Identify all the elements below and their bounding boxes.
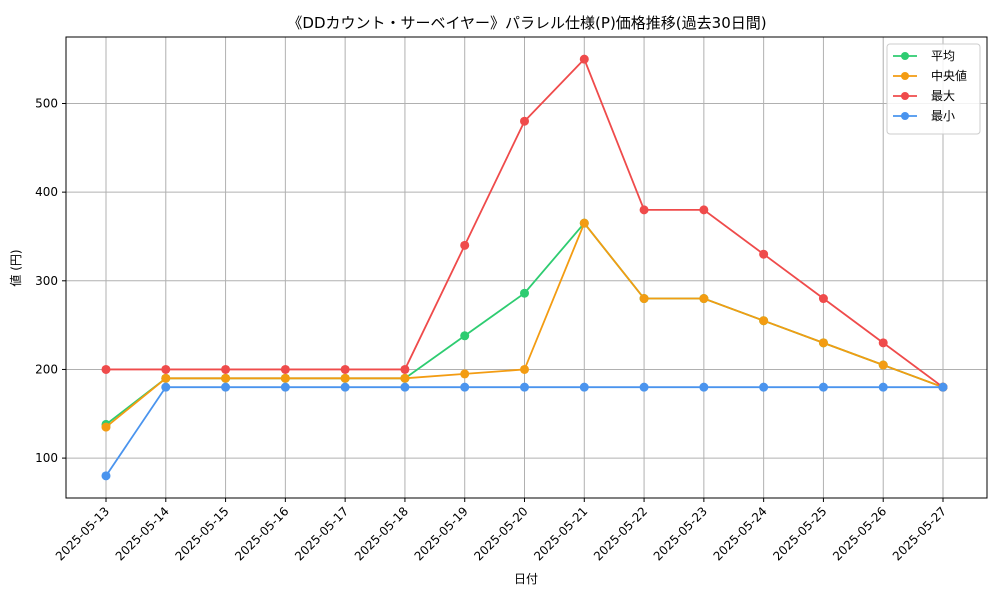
data-point (400, 373, 410, 383)
data-point (639, 382, 649, 392)
data-point (699, 382, 709, 392)
legend-swatch-marker (901, 52, 909, 60)
x-tick-label: 2025-05-26 (830, 504, 889, 563)
data-point (221, 382, 231, 392)
data-point (818, 338, 828, 348)
x-tick-label: 2025-05-23 (651, 504, 710, 563)
data-point (520, 116, 529, 126)
series-1 (101, 218, 948, 432)
data-point (161, 364, 171, 374)
legend-item: 中央値 (893, 68, 967, 83)
data-point (400, 382, 410, 392)
legend-label: 平均 (931, 49, 955, 63)
data-point (520, 382, 529, 392)
data-point (699, 294, 709, 304)
data-point (460, 240, 470, 250)
data-point (878, 338, 888, 348)
y-tick-label: 300 (35, 274, 58, 288)
legend-label: 中央値 (931, 68, 967, 83)
x-tick-label: 2025-05-25 (770, 504, 829, 563)
data-point (340, 382, 350, 392)
legend-swatch-marker (901, 112, 909, 120)
y-axis-label: 値 (円) (8, 249, 23, 286)
x-tick-label: 2025-05-20 (471, 504, 530, 563)
y-axis-ticks: 100 200 300 400 500 (35, 96, 66, 465)
x-tick-label: 2025-05-15 (172, 504, 231, 563)
legend-item: 平均 (893, 49, 955, 63)
data-point (161, 373, 171, 383)
data-point (579, 218, 589, 228)
data-point (759, 316, 769, 326)
x-tick-label: 2025-05-16 (232, 504, 291, 563)
data-point (878, 360, 888, 370)
legend-box (886, 43, 981, 135)
data-point (818, 294, 828, 304)
legend-swatch-marker (901, 92, 909, 100)
x-axis-label: 日付 (514, 572, 538, 586)
data-point (699, 205, 709, 215)
data-point (759, 249, 769, 259)
data-point (280, 364, 290, 374)
data-point (101, 364, 111, 374)
data-point (639, 205, 649, 215)
x-tick-label: 2025-05-19 (412, 504, 471, 563)
data-point (639, 294, 649, 304)
data-point (938, 382, 948, 392)
data-point (221, 364, 231, 374)
data-point (340, 364, 350, 374)
legend-label: 最大 (931, 89, 955, 103)
data-point (340, 373, 350, 383)
data-point (520, 364, 529, 374)
data-point (221, 373, 231, 383)
data-point (579, 54, 589, 64)
data-point (101, 422, 111, 432)
x-tick-label: 2025-05-22 (591, 504, 650, 563)
data-point (460, 382, 470, 392)
x-tick-label: 2025-05-24 (711, 504, 770, 563)
x-tick-label: 2025-05-14 (113, 504, 172, 563)
data-point (878, 382, 888, 392)
x-tick-label: 2025-05-17 (292, 504, 351, 563)
legend-label: 最小 (931, 109, 955, 123)
y-tick-label: 200 (35, 362, 58, 376)
series-2 (101, 54, 948, 392)
series-3 (101, 382, 948, 481)
data-point (280, 382, 290, 392)
plot-frame (65, 36, 988, 499)
data-point (818, 382, 828, 392)
data-point (520, 288, 529, 298)
y-tick-label: 100 (35, 451, 58, 465)
data-point (161, 382, 171, 392)
legend-item: 最大 (893, 89, 955, 103)
data-point (460, 331, 470, 341)
data-point (280, 373, 290, 383)
data-point (101, 471, 111, 481)
y-tick-label: 400 (35, 185, 58, 199)
data-point (579, 382, 589, 392)
grid-layer (66, 37, 987, 498)
data-point (460, 369, 470, 379)
legend-item: 最小 (893, 109, 955, 123)
chart-title: 《DDカウント・サーベイヤー》パラレル仕様(P)価格推移(過去30日間) (287, 14, 766, 32)
x-tick-label: 2025-05-18 (352, 504, 411, 563)
data-point (400, 364, 410, 374)
series-layer (101, 54, 948, 481)
data-point (759, 382, 769, 392)
y-tick-label: 500 (35, 96, 58, 110)
legend-swatch-marker (901, 72, 909, 80)
x-tick-label: 2025-05-21 (531, 504, 590, 563)
x-tick-label: 2025-05-27 (890, 504, 949, 563)
x-tick-label: 2025-05-13 (53, 504, 112, 563)
x-axis-ticks: 2025-05-13 2025-05-14 2025-05-15 2025-05-16… (53, 498, 949, 563)
